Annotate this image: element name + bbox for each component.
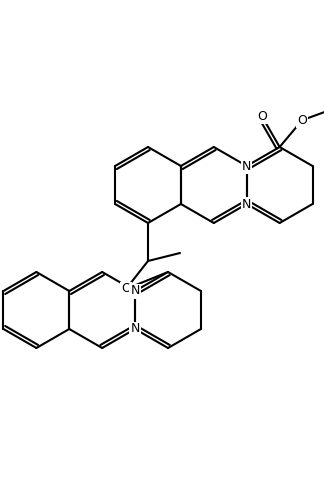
Text: N: N [130, 285, 140, 298]
Text: N: N [242, 198, 251, 210]
Text: O: O [297, 114, 307, 127]
Text: N: N [130, 323, 140, 336]
Text: O: O [257, 110, 267, 123]
Text: N: N [242, 160, 251, 172]
Text: O: O [121, 283, 131, 296]
